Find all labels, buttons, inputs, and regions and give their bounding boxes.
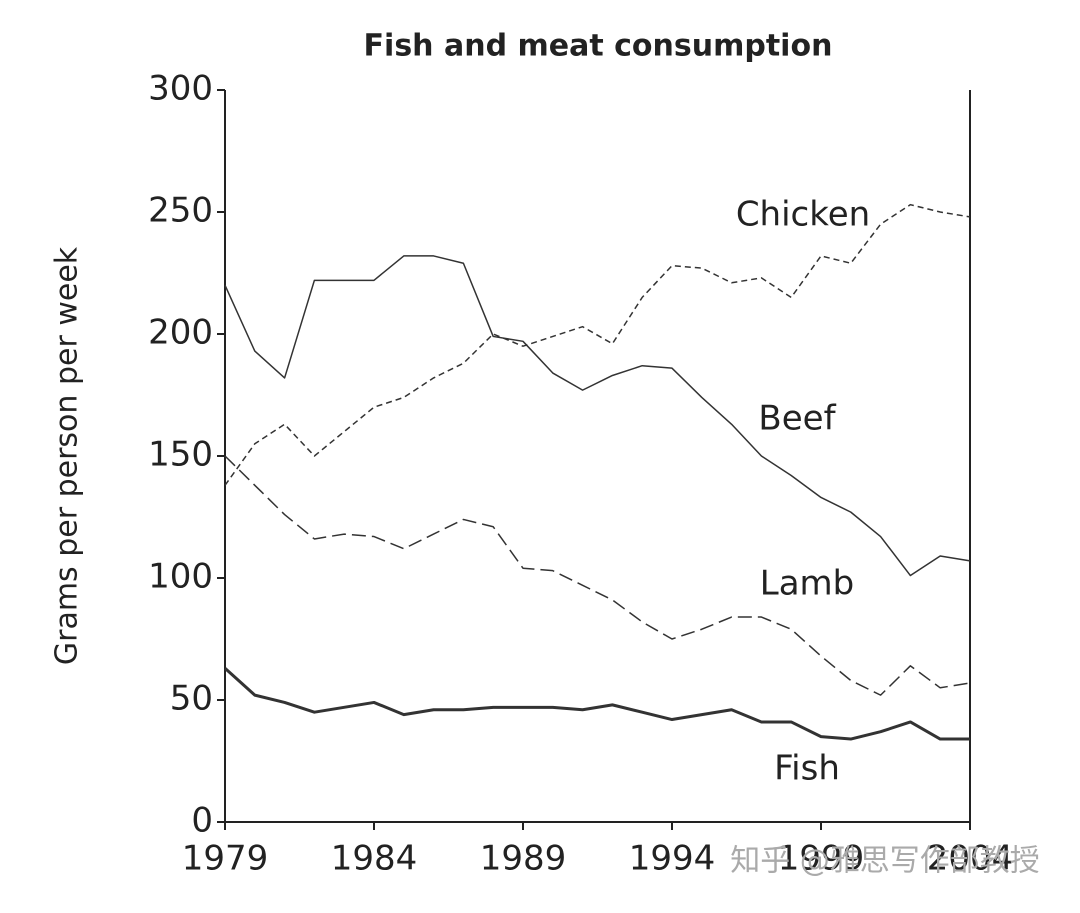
x-tick-label: 2004	[927, 839, 1014, 879]
series-label: Fish	[774, 749, 840, 789]
y-axis-label: Grams per person per week	[50, 246, 85, 665]
series-label: Lamb	[760, 564, 854, 604]
y-tick-label: 100	[148, 557, 213, 597]
series-label: Chicken	[736, 195, 870, 235]
series-line	[224, 455, 971, 696]
series-line	[224, 203, 971, 486]
x-tick-label: 1994	[629, 839, 716, 879]
y-tick-label: 0	[191, 801, 213, 841]
y-tick-label: 200	[148, 313, 213, 353]
chart-title: Fish and meat consumption	[364, 29, 833, 64]
y-tick-label: 50	[170, 679, 213, 719]
series-line	[223, 667, 970, 741]
y-tick-label: 150	[148, 435, 213, 475]
watermark: 知乎 @雅思写作部教授	[730, 844, 1040, 879]
x-tick-label: 1999	[778, 839, 865, 879]
x-tick-label: 1979	[182, 839, 269, 879]
x-tick-label: 1984	[331, 839, 418, 879]
series-label: Beef	[758, 399, 836, 439]
y-tick-label: 300	[148, 69, 213, 109]
y-tick-label: 250	[148, 191, 213, 231]
x-tick-label: 1989	[480, 839, 567, 879]
series-line	[224, 255, 971, 577]
